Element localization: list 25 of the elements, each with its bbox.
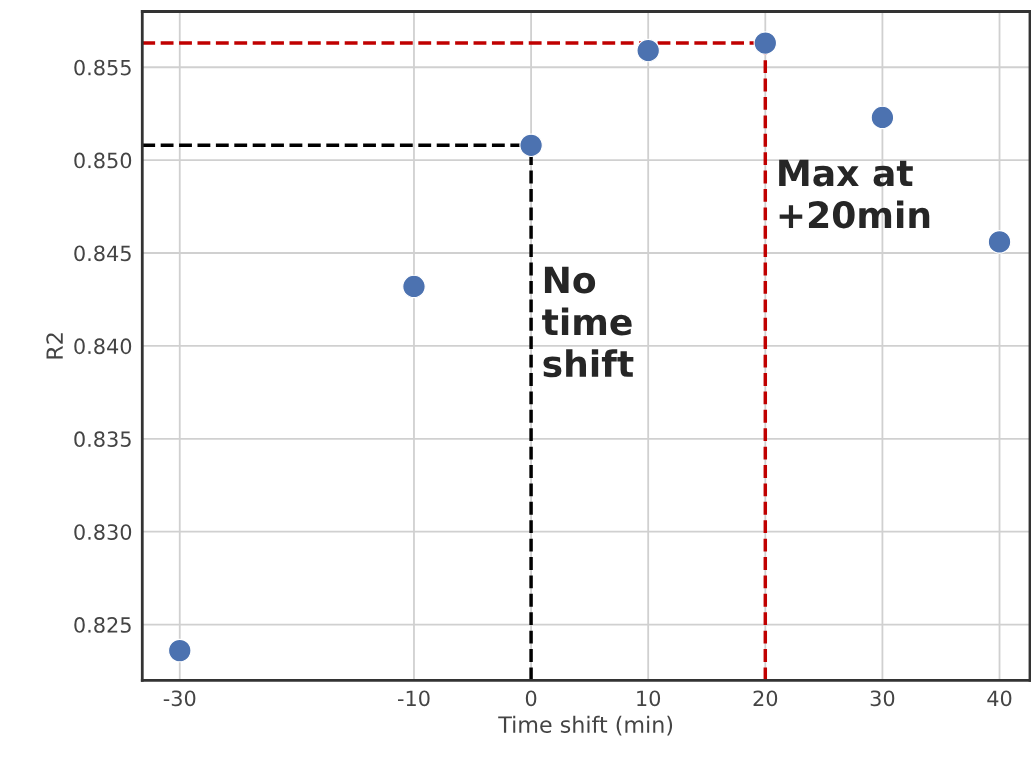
y-tick-label: 0.850: [74, 152, 132, 169]
x-axis-title: Time shift (min): [498, 715, 673, 736]
ref-line-label: No time shift: [542, 266, 634, 378]
x-tick-label: -30: [163, 690, 196, 707]
ref-line-label: Max at +20min: [779, 159, 930, 229]
point: [987, 230, 1012, 254]
y-tick-label: 0.825: [74, 617, 131, 633]
x-tick-label: -10: [397, 690, 430, 707]
x-tick-label: 10: [637, 690, 661, 707]
point: [636, 38, 660, 63]
point: [870, 105, 895, 130]
point: [402, 274, 426, 299]
point: [753, 31, 778, 55]
y-tick-label: 0.830: [74, 524, 132, 540]
x-tick-label: 40: [987, 690, 1012, 707]
y-axis-title: R2: [46, 333, 63, 359]
point: [168, 638, 192, 663]
point: [519, 133, 543, 158]
y-tick-label: 0.855: [74, 59, 131, 76]
y-tick-label: 0.835: [74, 431, 131, 448]
x-tick-label: 20: [753, 690, 778, 707]
x-tick-label: 0: [525, 690, 537, 707]
y-tick-label: 0.840: [74, 338, 132, 355]
x-tick-label: 30: [870, 690, 895, 707]
y-tick-label: 0.845: [74, 245, 131, 262]
